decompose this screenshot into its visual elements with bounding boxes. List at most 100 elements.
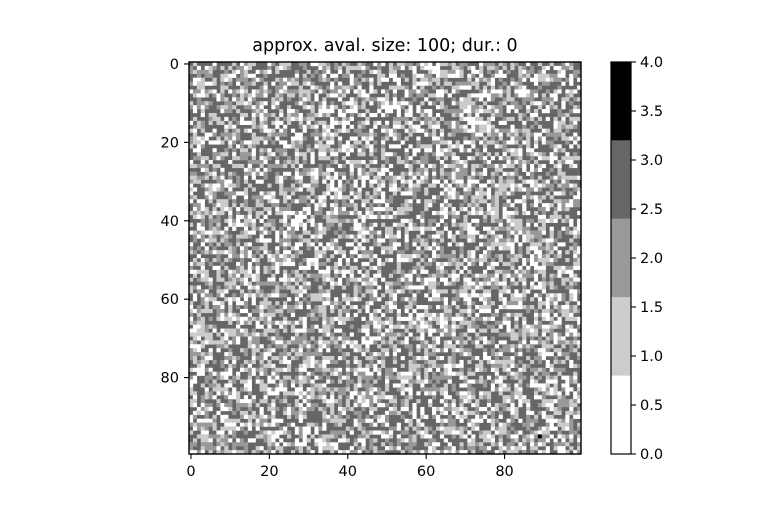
- heatmap-cell: [232, 387, 237, 392]
- heatmap-cell: [287, 222, 292, 227]
- heatmap-cell: [420, 160, 425, 165]
- heatmap-cell: [408, 316, 413, 321]
- heatmap-cell: [365, 348, 370, 353]
- heatmap-cell: [373, 167, 378, 173]
- heatmap-cell: [271, 371, 276, 376]
- heatmap-cell: [479, 93, 484, 98]
- heatmap-cell: [388, 105, 394, 110]
- heatmap-cell: [392, 301, 398, 306]
- heatmap-cell: [428, 359, 433, 365]
- heatmap-cell: [247, 320, 252, 325]
- heatmap-cell: [483, 273, 488, 278]
- heatmap-cell: [530, 328, 535, 333]
- heatmap-cell: [306, 207, 311, 212]
- heatmap-cell: [420, 62, 425, 67]
- heatmap-cell: [326, 265, 331, 271]
- heatmap-cell: [467, 77, 472, 82]
- heatmap-cell: [255, 250, 260, 255]
- heatmap-cell: [216, 348, 221, 353]
- heatmap-cell: [510, 281, 515, 286]
- heatmap-cell: [314, 238, 319, 243]
- heatmap-cell: [224, 207, 229, 212]
- heatmap-cell: [200, 234, 205, 239]
- heatmap-cell: [208, 261, 213, 267]
- heatmap-cell: [341, 340, 347, 345]
- heatmap-cell: [498, 77, 503, 82]
- heatmap-cell: [439, 363, 445, 369]
- heatmap-cell: [530, 77, 535, 82]
- heatmap-cell: [212, 163, 217, 169]
- heatmap-cell: [255, 367, 260, 372]
- heatmap-cell: [475, 246, 480, 251]
- heatmap-cell: [408, 273, 413, 278]
- heatmap-cell: [475, 77, 480, 82]
- heatmap-cell: [228, 120, 233, 125]
- heatmap-cell: [247, 316, 252, 321]
- heatmap-cell: [298, 120, 303, 125]
- heatmap-cell: [365, 324, 370, 329]
- heatmap-cell: [283, 273, 288, 278]
- heatmap-cell: [483, 277, 488, 282]
- heatmap-cell: [189, 179, 194, 184]
- heatmap-cell: [424, 328, 429, 333]
- heatmap-cell: [545, 261, 550, 267]
- heatmap-cell: [330, 356, 335, 361]
- heatmap-cell: [549, 352, 554, 357]
- heatmap-cell: [283, 387, 288, 392]
- heatmap-cell: [298, 273, 303, 278]
- heatmap-cell: [310, 344, 315, 349]
- heatmap-cell: [263, 332, 268, 337]
- heatmap-cell: [247, 167, 252, 173]
- heatmap-cell: [479, 242, 484, 247]
- heatmap-cell: [239, 320, 245, 325]
- heatmap-cell: [506, 140, 511, 145]
- heatmap-cell: [345, 242, 350, 247]
- heatmap-cell: [483, 340, 488, 345]
- heatmap-cell: [337, 348, 343, 353]
- heatmap-cell: [216, 371, 221, 376]
- heatmap-cell: [451, 124, 456, 129]
- heatmap-cell: [435, 195, 441, 200]
- heatmap-cell: [334, 238, 339, 243]
- heatmap-cell: [435, 140, 441, 145]
- heatmap-cell: [263, 85, 268, 90]
- heatmap-cell: [224, 109, 229, 114]
- heatmap-cell: [479, 375, 484, 380]
- heatmap-cell: [514, 199, 519, 204]
- heatmap-cell: [577, 105, 582, 110]
- heatmap-cell: [553, 148, 558, 153]
- heatmap-cell: [573, 230, 578, 235]
- heatmap-cell: [443, 289, 448, 294]
- heatmap-cell: [506, 328, 511, 333]
- heatmap-cell: [283, 187, 288, 192]
- heatmap-cell: [455, 340, 460, 345]
- heatmap-cell: [298, 171, 303, 176]
- heatmap-cell: [471, 285, 476, 290]
- heatmap-cell: [349, 199, 354, 204]
- heatmap-cell: [298, 367, 303, 372]
- heatmap-cell: [212, 340, 217, 345]
- heatmap-cell: [537, 238, 543, 243]
- heatmap-cell: [349, 367, 354, 372]
- heatmap-cell: [232, 163, 237, 169]
- heatmap-cell: [369, 77, 374, 82]
- heatmap-cell: [369, 371, 374, 376]
- heatmap-cell: [428, 77, 433, 82]
- heatmap-cell: [298, 132, 303, 137]
- heatmap-cell: [573, 183, 578, 188]
- heatmap-cell: [373, 156, 378, 161]
- heatmap-cell: [298, 218, 303, 223]
- heatmap-cell: [196, 203, 202, 208]
- heatmap-cell: [232, 171, 237, 176]
- heatmap-cell: [314, 97, 319, 102]
- heatmap-cell: [290, 383, 296, 388]
- heatmap-cell: [337, 195, 343, 200]
- heatmap-cell: [228, 356, 233, 361]
- heatmap-cell: [408, 383, 413, 388]
- heatmap-cell: [526, 250, 531, 255]
- heatmap-cell: [369, 128, 374, 133]
- heatmap-cell: [455, 85, 460, 90]
- heatmap-cell: [494, 69, 499, 75]
- heatmap-cell: [337, 179, 343, 184]
- heatmap-cell: [263, 305, 268, 310]
